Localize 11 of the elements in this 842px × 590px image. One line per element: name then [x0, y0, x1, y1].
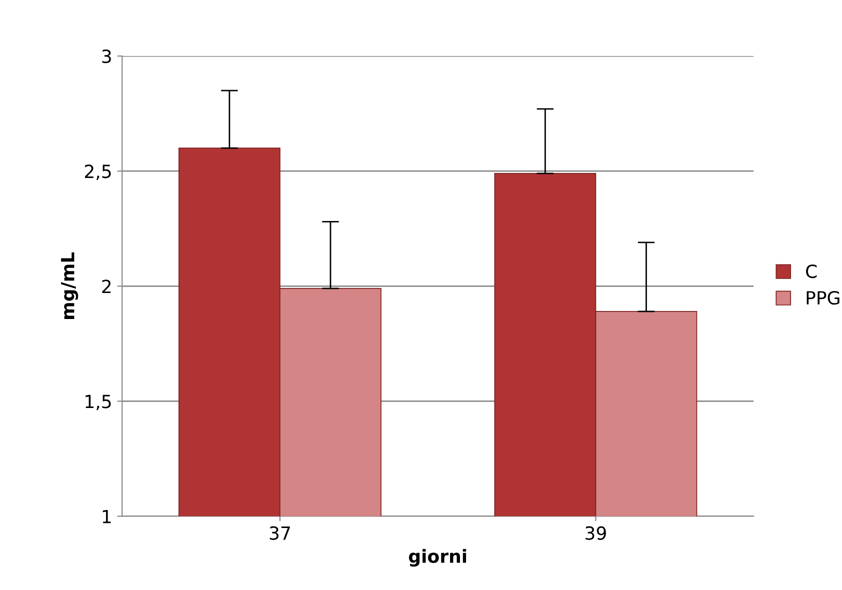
y-axis-title: mg/mL	[61, 252, 78, 319]
y-tick-label: 1,5	[86, 394, 111, 410]
x-tick-label: 37	[270, 526, 290, 540]
y-tick-label: 1	[102, 510, 111, 524]
y-tick-label: 2	[102, 280, 111, 294]
y-tick-label: 2,5	[84, 164, 111, 180]
x-axis-title: giorni	[408, 549, 466, 567]
legend-label: C	[806, 264, 817, 278]
x-tick-label: 39	[586, 526, 606, 540]
y-tick-label: 3	[102, 50, 111, 64]
legend-label: PPG	[806, 290, 840, 305]
